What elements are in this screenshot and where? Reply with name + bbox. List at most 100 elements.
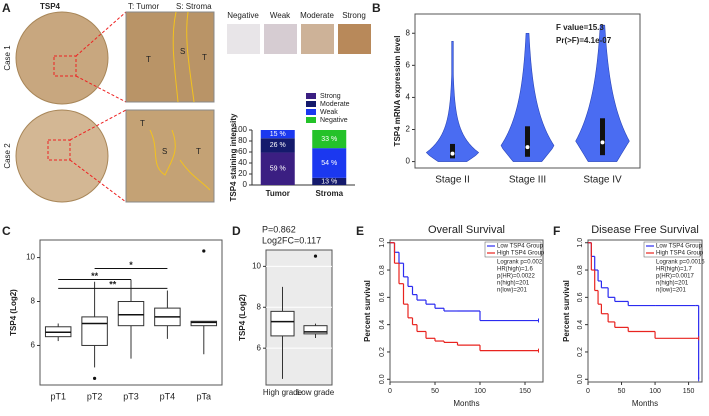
significance-label: * xyxy=(129,260,133,270)
zoom-image xyxy=(125,109,215,203)
annotation: HR(high)=1.6 xyxy=(497,267,534,273)
y-tick-label: 0.0 xyxy=(379,374,386,384)
zoom-line xyxy=(69,109,127,141)
x-tick-label: Stage IV xyxy=(583,175,622,186)
y-tick-label: 100 xyxy=(234,125,248,134)
legend-label: Negative xyxy=(320,117,348,124)
legend-swatch xyxy=(306,117,316,123)
y-tick-label: 8 xyxy=(31,297,36,306)
legend-swatch xyxy=(306,93,316,99)
y-tick-label: 6 xyxy=(31,341,36,350)
x-tick-label: pT2 xyxy=(87,391,103,401)
chart-title: Disease Free Survival xyxy=(591,224,699,236)
intensity-label: Strong xyxy=(342,11,366,20)
y-axis-label: Percent survival xyxy=(363,280,372,342)
legend-label: Weak xyxy=(320,109,338,116)
bar-segment xyxy=(312,130,347,149)
y-tick-label: 0.4 xyxy=(379,320,386,330)
case-label: Case 1 xyxy=(3,45,12,71)
x-tick-label: 0 xyxy=(388,388,392,395)
legend-swatch xyxy=(306,101,316,107)
annotation: n(high)=201 xyxy=(656,281,689,287)
x-tick-label: 100 xyxy=(649,388,661,395)
legend-label: High TSP4 Group xyxy=(497,251,545,257)
plot-frame xyxy=(414,13,641,169)
plot-frame xyxy=(389,239,544,383)
panel-label: D xyxy=(232,224,241,238)
intensity-image xyxy=(301,24,334,54)
y-tick-label: 2 xyxy=(406,125,411,134)
y-tick-label: 6 xyxy=(257,343,262,352)
x-axis-label: Months xyxy=(453,399,479,408)
stroma-outline xyxy=(172,11,195,103)
y-tick-label: 0.6 xyxy=(379,292,386,302)
bar-segment xyxy=(312,177,347,185)
zoom-label: T xyxy=(146,55,151,64)
y-tick-label: 4 xyxy=(406,93,411,102)
annotation: n(high)=201 xyxy=(497,281,530,287)
y-tick-label: 60 xyxy=(238,147,247,156)
x-tick-label: Tumor xyxy=(266,189,290,198)
y-axis-label: TSP4 (Log2) xyxy=(9,289,18,336)
y-tick-label: 0 xyxy=(243,180,248,189)
legend-text: T: Tumor xyxy=(128,2,159,11)
panel-label: B xyxy=(372,1,381,15)
stroma-outline xyxy=(149,129,211,191)
box xyxy=(303,325,328,335)
box xyxy=(81,316,108,346)
legend-label: High TSP4 Group xyxy=(656,251,704,257)
x-tick-label: High grade xyxy=(262,388,303,397)
intensity-image xyxy=(227,24,260,54)
y-axis-label: TSP4 mRNA expression level xyxy=(393,36,402,147)
x-tick-label: Stage II xyxy=(435,175,469,186)
x-tick-label: 150 xyxy=(683,388,695,395)
y-tick-label: 0.8 xyxy=(577,265,584,275)
value-label: 54 % xyxy=(321,160,337,167)
box xyxy=(117,301,145,327)
annotation: p(HR)=0.0017 xyxy=(656,274,695,280)
y-tick-label: 1.0 xyxy=(379,238,386,248)
y-tick-label: 10 xyxy=(252,261,261,270)
significance-label: ** xyxy=(109,280,117,290)
value-label: 13 % xyxy=(321,178,337,185)
iqr-box xyxy=(450,143,455,159)
legend-label: Low TSP4 Group xyxy=(497,244,544,250)
x-axis-label: Months xyxy=(632,399,658,408)
zoom-image xyxy=(125,11,215,103)
x-tick-label: pT3 xyxy=(123,391,139,401)
legend-swatch xyxy=(306,109,316,115)
zoom-box xyxy=(53,55,77,77)
plot-frame xyxy=(39,239,223,386)
value-label: 59 % xyxy=(270,166,286,173)
plot-frame xyxy=(587,239,703,383)
value-label: 33 % xyxy=(321,136,337,143)
panel-a-images: A TSP4 T: Tumor S: Stroma Case 1 Case 2 … xyxy=(2,1,560,238)
box xyxy=(190,320,218,327)
x-tick-label: 50 xyxy=(431,388,439,395)
zoom-box xyxy=(47,139,71,161)
violin xyxy=(425,40,480,162)
x-tick-label: pTa xyxy=(197,391,212,401)
violin xyxy=(500,32,555,162)
median-dot xyxy=(450,151,455,156)
tissue-core xyxy=(15,11,109,105)
zoom-label: T xyxy=(196,147,201,156)
y-tick-label: 0.8 xyxy=(379,265,386,275)
panel-label: A xyxy=(2,1,11,15)
y-tick-label: 0 xyxy=(406,157,411,166)
zoom-label: S xyxy=(180,47,185,56)
annotation: n(low)=201 xyxy=(497,288,528,294)
y-tick-label: 0.2 xyxy=(379,347,386,357)
median-dot xyxy=(600,140,605,145)
annotation: Log2FC=0.117 xyxy=(262,235,321,245)
y-tick-label: 8 xyxy=(406,28,411,37)
annotation: Pr(>F)=4.1e-07 xyxy=(556,36,612,45)
y-tick-label: 20 xyxy=(238,169,247,178)
significance-label: ** xyxy=(91,271,99,281)
x-tick-label: Stage III xyxy=(509,175,546,186)
annotation: Logrank p=0.002 xyxy=(497,260,543,266)
value-label: 15 % xyxy=(270,131,286,138)
y-tick-label: 80 xyxy=(238,136,247,145)
x-tick-label-box: Low grade xyxy=(297,388,334,397)
iqr-box xyxy=(525,126,530,157)
